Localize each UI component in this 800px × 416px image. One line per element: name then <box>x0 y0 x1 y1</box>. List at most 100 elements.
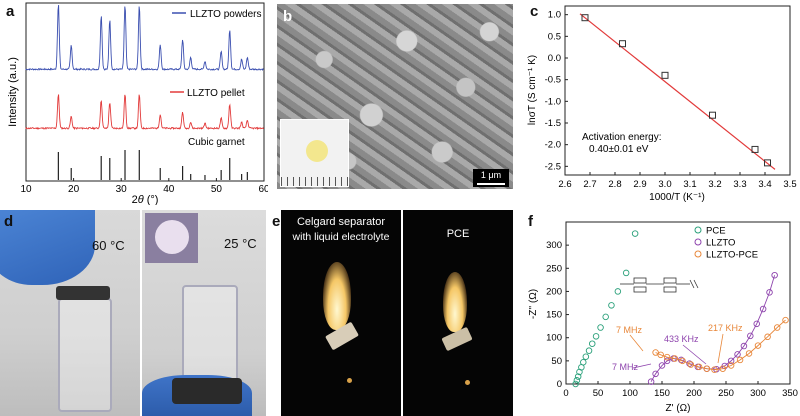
y-tick-label: 100 <box>546 333 562 344</box>
x-tick-label: 2.8 <box>608 179 621 190</box>
y-tick-label: 0.5 <box>548 31 561 42</box>
panel-b-sem-image: b 1 μm <box>277 4 513 189</box>
data-point <box>745 350 753 357</box>
legend-label: PCE <box>706 226 726 237</box>
data-point <box>747 332 754 340</box>
legend-marker <box>694 226 702 234</box>
x-axis-label: 1000/T (K⁻¹) <box>649 192 705 203</box>
data-point <box>608 302 615 309</box>
y-tick-label: 0.0 <box>548 53 561 64</box>
panel-label-a: a <box>6 3 15 20</box>
x-tick-label: 250 <box>718 388 734 399</box>
data-point <box>652 349 659 356</box>
x-tick-label: 100 <box>622 388 638 399</box>
x-tick-label: 3.1 <box>683 179 696 190</box>
panel-c: c 2.6 2.7 2.8 2.9 3.0 3.1 3.2 3.3 3.4 3.5 1.0 0.5 0.… <box>523 0 800 205</box>
xrd-powders-trace <box>25 4 264 71</box>
panel-e-pce-photo: PCE <box>403 210 513 416</box>
panel-label-f: f <box>528 213 533 230</box>
flame <box>323 262 351 330</box>
data-point <box>671 355 679 362</box>
data-point <box>592 333 600 340</box>
data-point <box>622 269 630 277</box>
data-point <box>658 362 666 369</box>
pce-film-inset <box>145 213 198 263</box>
x-tick-label: 150 <box>654 388 670 399</box>
reflection <box>347 378 352 383</box>
celgard-label-2: with liquid electrolyte <box>292 231 390 243</box>
pce-label: PCE <box>446 228 470 240</box>
legend-marker <box>694 238 702 246</box>
y-tick-label: -2.0 <box>545 140 561 151</box>
data-point <box>782 316 789 324</box>
data-point <box>663 357 671 365</box>
pellet-disc <box>306 140 328 162</box>
nyquist-chart: 0 50 100 150 200 250 300 350050100150200250300 … <box>528 221 798 414</box>
x-tick-label: 2.7 <box>583 179 596 190</box>
annotation-7mhz-orange: 7 MHz <box>616 325 643 335</box>
panel-label-c: c <box>530 3 539 20</box>
flame <box>443 272 467 332</box>
data-point <box>663 353 671 361</box>
scale-bar-label: 1 μm <box>480 170 502 180</box>
data-point <box>711 366 718 373</box>
panel-label-e: e <box>272 213 281 230</box>
legend-garnet: Cubic garnet <box>188 137 245 148</box>
data-point <box>719 365 727 372</box>
data-point <box>585 347 593 354</box>
x-tick-label: 40 <box>163 184 175 195</box>
x-tick-label: 3.0 <box>658 179 671 190</box>
panel-d-photo-25c: 25 °C <box>142 210 266 416</box>
data-point <box>631 230 639 237</box>
equivalent-circuit-icon <box>620 277 699 293</box>
data-point <box>709 111 716 119</box>
y-tick-label: 250 <box>546 263 562 274</box>
fit-line <box>579 13 776 170</box>
data-point <box>773 324 781 331</box>
panel-label-b: b <box>283 8 293 25</box>
data-point <box>588 340 596 347</box>
y-tick-label: -0.5 <box>545 75 561 86</box>
annotation-433khz: 433 KHz <box>664 334 699 344</box>
x-tick-label: 2.9 <box>633 179 646 190</box>
data-point <box>727 362 735 369</box>
scale-bar: 1 μm <box>473 169 509 187</box>
y-tick-label: -1.5 <box>545 118 561 129</box>
x-tick-label: 50 <box>211 184 223 195</box>
x-tick-label: 200 <box>686 388 702 399</box>
data-point <box>771 271 778 279</box>
vial <box>182 285 238 389</box>
x-tick-label: 3.4 <box>758 179 771 190</box>
data-point <box>652 370 659 378</box>
data-point <box>661 71 669 79</box>
data-point <box>573 377 581 384</box>
x-tick-label: 0 <box>563 388 568 399</box>
data-point <box>597 324 604 331</box>
data-point <box>751 145 759 153</box>
data-point <box>657 351 664 359</box>
panel-label-d: d <box>4 213 14 230</box>
reflection <box>465 380 470 385</box>
data-point <box>753 320 760 328</box>
x-tick-label: 3.5 <box>783 179 796 190</box>
y-tick-label: -2.5 <box>545 161 561 172</box>
data-point <box>764 159 771 167</box>
data-point <box>740 342 748 350</box>
data-point <box>759 305 767 313</box>
x-tick-label: 3.3 <box>733 179 746 190</box>
data-point <box>614 288 622 295</box>
x-tick-label: 30 <box>116 184 128 195</box>
data-point <box>695 363 703 371</box>
x-tick-label: 10 <box>20 184 32 195</box>
data-point <box>574 373 582 380</box>
legend-marker <box>694 250 702 258</box>
x-tick-label: 300 <box>750 388 766 399</box>
activation-energy-value: 0.40±0.01 eV <box>589 144 649 155</box>
data-point <box>581 14 589 22</box>
data-point <box>582 353 590 360</box>
x-tick-label: 20 <box>68 184 80 195</box>
y-axis-label: Intensity (a.u.) <box>7 57 19 127</box>
panel-a: a 10 20 30 40 50 60 LLZTO powders LLZTO pelle… <box>0 0 268 205</box>
data-point <box>734 351 741 358</box>
vial <box>56 286 112 412</box>
